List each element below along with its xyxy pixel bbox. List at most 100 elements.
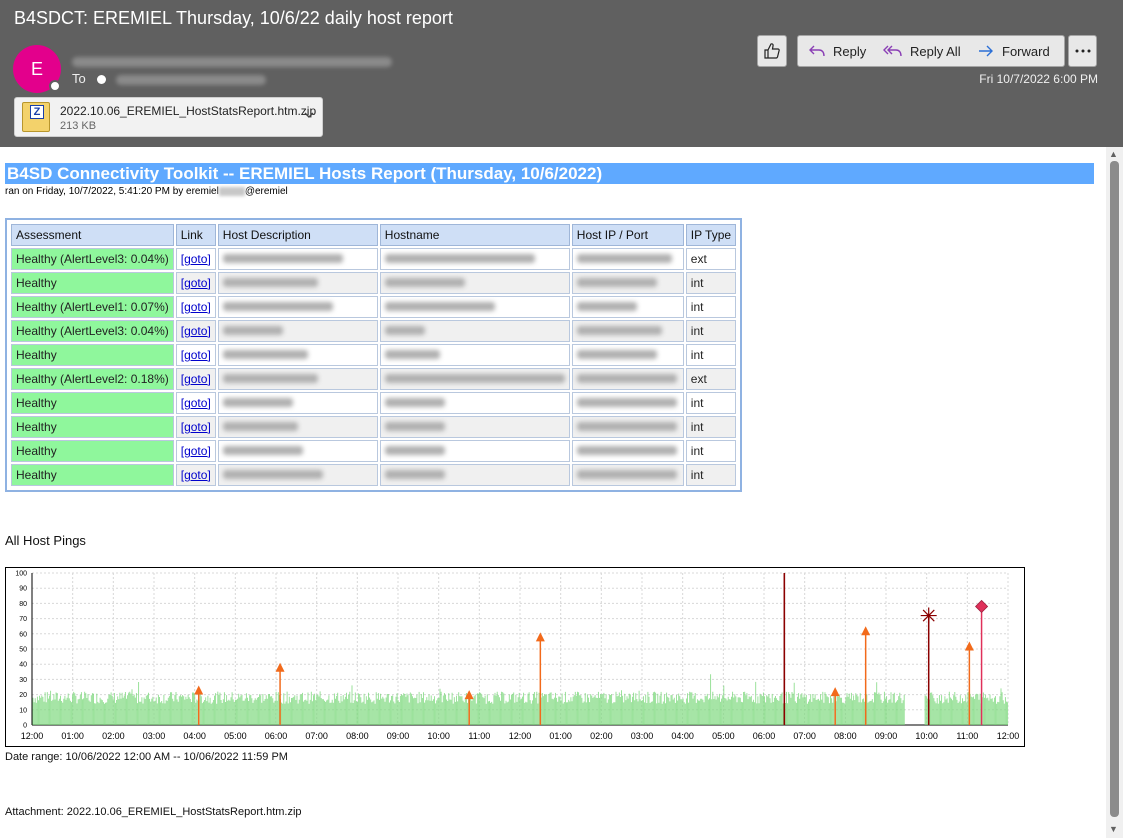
- hostname-cell: [379, 320, 570, 342]
- thumbs-up-icon: [764, 43, 780, 59]
- y-tick-label: 100: [15, 571, 27, 578]
- x-tick-label: 12:00: [509, 731, 532, 741]
- hostname-cell: [379, 440, 570, 462]
- col-host-description: Host Description: [217, 224, 378, 246]
- host-ip-cell: [571, 392, 684, 414]
- scroll-down-icon[interactable]: ▼: [1109, 824, 1118, 834]
- triangle-marker: [861, 626, 871, 636]
- hostname-cell: [379, 368, 570, 390]
- table-row: Healthy [goto] int: [11, 344, 737, 366]
- scroll-thumb[interactable]: [1110, 161, 1119, 817]
- x-tick-label: 02:00: [102, 731, 125, 741]
- redacted-text: [384, 422, 445, 431]
- attachment-size: 213 KB: [60, 120, 97, 132]
- hostname-cell: [379, 272, 570, 294]
- assessment-cell: Healthy (AlertLevel2: 0.18%): [11, 368, 174, 390]
- reply-icon: [809, 45, 825, 57]
- reply-all-label: Reply All: [910, 43, 961, 59]
- assessment-cell: Healthy: [11, 464, 174, 486]
- host-ip-cell: [571, 320, 684, 342]
- assessment-cell: Healthy: [11, 344, 174, 366]
- y-tick-label: 90: [19, 586, 27, 593]
- to-label: To: [72, 71, 86, 86]
- mail-date: Fri 10/7/2022 6:00 PM: [979, 72, 1098, 86]
- triangle-marker: [964, 641, 974, 651]
- ip-type-cell: int: [685, 440, 737, 462]
- ip-type-cell: int: [685, 416, 737, 438]
- ip-type-cell: int: [685, 320, 737, 342]
- table-header-row: Assessment Link Host Description Hostnam…: [11, 224, 737, 246]
- goto-cell: [goto]: [175, 296, 216, 318]
- vertical-scrollbar[interactable]: ▲ ▼: [1106, 147, 1123, 838]
- redacted-text: [222, 254, 343, 263]
- attachment-name: 2022.10.06_EREMIEL_HostStatsReport.htm.z…: [60, 104, 317, 118]
- goto-cell: [goto]: [175, 248, 216, 270]
- host-description-cell: [217, 248, 378, 270]
- ran-on-suffix: @eremiel: [244, 186, 288, 197]
- host-ip-cell: [571, 368, 684, 390]
- goto-link[interactable]: [goto]: [180, 276, 211, 290]
- redacted-recipient: [115, 74, 266, 85]
- hostname-cell: [379, 416, 570, 438]
- ip-type-cell: int: [685, 272, 737, 294]
- col-hostname: Hostname: [379, 224, 570, 246]
- table-row: Healthy [goto] int: [11, 416, 737, 438]
- redacted-text: [384, 446, 445, 455]
- reply-button[interactable]: Reply: [797, 35, 874, 67]
- reply-all-button[interactable]: Reply All: [873, 35, 968, 67]
- hostname-cell: [379, 344, 570, 366]
- sender-line[interactable]: [72, 53, 392, 68]
- goto-link[interactable]: [goto]: [180, 444, 211, 458]
- goto-link[interactable]: [goto]: [180, 372, 211, 386]
- host-description-cell: [217, 320, 378, 342]
- host-ip-cell: [571, 272, 684, 294]
- assessment-cell: Healthy (AlertLevel1: 0.07%): [11, 296, 174, 318]
- goto-link[interactable]: [goto]: [180, 252, 211, 266]
- ip-type-cell: int: [685, 344, 737, 366]
- pings-chart: 0 10 20 30 40 50 60 70 80 90 100 12:00 01:00 02:00 03:…: [5, 567, 1025, 747]
- redacted-text: [222, 278, 318, 287]
- redacted-text: [576, 254, 672, 263]
- goto-cell: [goto]: [175, 464, 216, 486]
- redacted-sender: [72, 56, 392, 67]
- x-tick-label: 06:00: [265, 731, 288, 741]
- ip-type-cell: ext: [685, 368, 737, 390]
- ran-on-prefix: ran on Friday, 10/7/2022, 5:41:20 PM by …: [5, 186, 219, 197]
- x-tick-label: 01:00: [61, 731, 84, 741]
- sender-avatar[interactable]: E: [13, 45, 61, 93]
- y-tick-label: 80: [19, 601, 27, 608]
- goto-link[interactable]: [goto]: [180, 396, 211, 410]
- attachment-chip[interactable]: Z 2022.10.06_EREMIEL_HostStatsReport.htm…: [14, 97, 323, 137]
- table-row: Healthy (AlertLevel1: 0.07%) [goto] int: [11, 296, 737, 318]
- presence-dot-icon: [97, 75, 107, 85]
- goto-link[interactable]: [goto]: [180, 468, 211, 482]
- reply-all-icon: [883, 45, 902, 57]
- forward-button[interactable]: Forward: [967, 35, 1065, 67]
- like-button[interactable]: [757, 35, 787, 67]
- table-row: Healthy [goto] int: [11, 272, 737, 294]
- scroll-up-icon[interactable]: ▲: [1109, 149, 1118, 159]
- x-tick-label: 10:00: [915, 731, 938, 741]
- redacted-text: [576, 326, 662, 335]
- goto-link[interactable]: [goto]: [180, 300, 211, 314]
- goto-link[interactable]: [goto]: [180, 348, 211, 362]
- ping-series: [32, 674, 1009, 725]
- host-ip-cell: [571, 416, 684, 438]
- col-host-ip: Host IP / Port: [571, 224, 684, 246]
- assessment-cell: Healthy (AlertLevel3: 0.04%): [11, 320, 174, 342]
- triangle-marker: [275, 662, 285, 672]
- host-ip-cell: [571, 296, 684, 318]
- goto-link[interactable]: [goto]: [180, 420, 211, 434]
- goto-cell: [goto]: [175, 392, 216, 414]
- x-tick-label: 12:00: [21, 731, 44, 741]
- goto-cell: [goto]: [175, 344, 216, 366]
- goto-cell: [goto]: [175, 368, 216, 390]
- chevron-down-icon[interactable]: [304, 110, 314, 122]
- recipient-line: To: [72, 71, 266, 86]
- more-actions-button[interactable]: [1068, 35, 1097, 67]
- mail-header: B4SDCT: EREMIEL Thursday, 10/6/22 daily …: [0, 0, 1123, 147]
- report-banner: B4SD Connectivity Toolkit -- EREMIEL Hos…: [5, 163, 1094, 184]
- col-assessment: Assessment: [11, 224, 174, 246]
- goto-link[interactable]: [goto]: [180, 324, 211, 338]
- forward-label: Forward: [1002, 43, 1050, 59]
